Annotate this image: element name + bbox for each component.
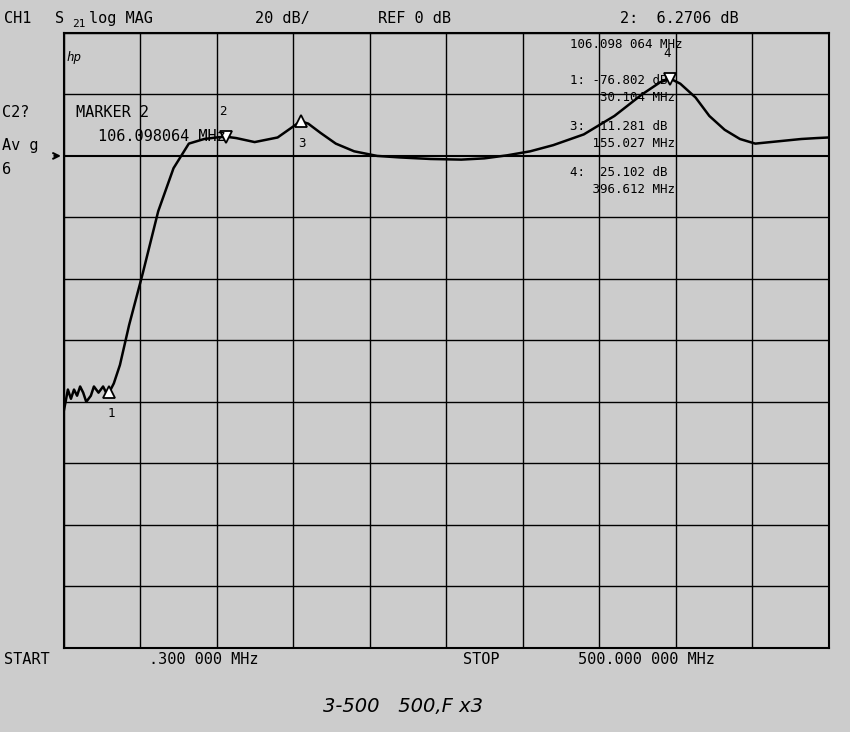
Text: 106.098 064 MHz: 106.098 064 MHz xyxy=(570,37,682,51)
Text: 20 dB/: 20 dB/ xyxy=(255,12,309,26)
Text: 4:  25.102 dB: 4: 25.102 dB xyxy=(570,166,667,179)
Text: 1: 1 xyxy=(107,408,115,420)
Text: 396.612 MHz: 396.612 MHz xyxy=(570,183,675,196)
Text: hp: hp xyxy=(66,51,82,64)
Text: 3: 3 xyxy=(298,137,306,149)
Text: REF 0 dB: REF 0 dB xyxy=(378,12,451,26)
Text: S: S xyxy=(55,12,65,26)
Text: 2:  6.2706 dB: 2: 6.2706 dB xyxy=(620,12,740,26)
Text: log MAG: log MAG xyxy=(89,12,153,26)
Text: 4: 4 xyxy=(664,48,672,60)
Text: 3:  11.281 dB: 3: 11.281 dB xyxy=(570,120,667,133)
Text: MARKER 2: MARKER 2 xyxy=(76,105,150,120)
Text: 6: 6 xyxy=(2,163,11,177)
Text: Av g: Av g xyxy=(2,138,38,153)
Text: 106.098064 MHz: 106.098064 MHz xyxy=(98,129,225,143)
Text: 1: -76.802 dB: 1: -76.802 dB xyxy=(570,74,667,87)
Text: C2?: C2? xyxy=(2,105,29,120)
Text: 30.104 MHz: 30.104 MHz xyxy=(570,91,675,104)
Text: 500.000 000 MHz: 500.000 000 MHz xyxy=(578,652,715,667)
Text: .300 000 MHz: .300 000 MHz xyxy=(149,652,258,667)
Text: 21: 21 xyxy=(72,19,86,29)
Text: 2: 2 xyxy=(219,105,226,118)
Text: STOP: STOP xyxy=(463,652,500,667)
Text: 155.027 MHz: 155.027 MHz xyxy=(570,137,675,150)
Text: CH1: CH1 xyxy=(4,12,31,26)
Text: 3-500   500,F x3: 3-500 500,F x3 xyxy=(323,697,483,715)
Text: START: START xyxy=(4,652,50,667)
